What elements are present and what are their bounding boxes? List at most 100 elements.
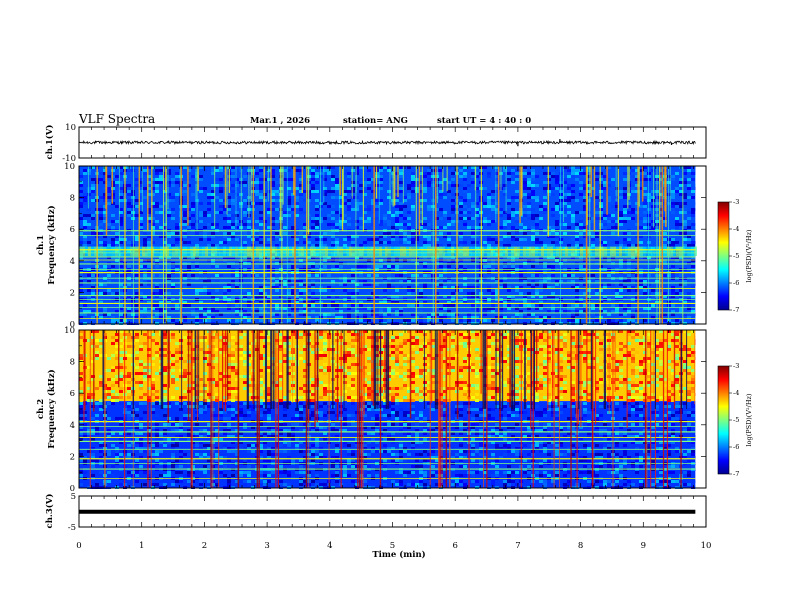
spec-cell [619, 280, 623, 283]
spec-cell [543, 286, 547, 289]
spec-cell [439, 196, 443, 199]
spec-cell [319, 172, 323, 175]
spec-cell [663, 223, 667, 226]
spec-cell [79, 190, 83, 193]
spec-cell [199, 402, 203, 405]
spec-cell [327, 223, 331, 226]
spec-cell [87, 453, 91, 456]
spec-cell [151, 363, 155, 366]
spec-cell [471, 265, 475, 268]
spec-cell [639, 175, 643, 178]
spec-cell [319, 208, 323, 211]
spec-cell [527, 283, 531, 286]
spec-cell [667, 244, 671, 247]
spec-cell [647, 196, 651, 199]
spec-cell [535, 286, 539, 289]
spec-cell [607, 166, 611, 169]
spec-cell [79, 316, 83, 319]
spec-cell [535, 304, 539, 307]
spec-cell [547, 280, 551, 283]
spec-cell [507, 307, 511, 310]
spec-cell [127, 336, 131, 339]
spec-cell [451, 256, 455, 259]
spec-cell [315, 220, 319, 223]
spec-cell [483, 307, 487, 310]
spec-cell [79, 214, 83, 217]
spec-cell [623, 307, 627, 310]
spec-cell [447, 310, 451, 313]
spec-strong-band [316, 246, 319, 257]
spec-cell [527, 211, 531, 214]
spec-cell [79, 411, 83, 414]
spec-cell [635, 205, 639, 208]
spec-cell [315, 190, 319, 193]
spec-cell [475, 196, 479, 199]
spec-cell [471, 226, 475, 229]
spec-cell [379, 301, 383, 304]
spec-cell [231, 307, 235, 310]
spec-cell [483, 256, 487, 259]
spec-cell [599, 202, 603, 205]
spec-cell [107, 175, 111, 178]
spec-cell [319, 244, 323, 247]
spec-cell [127, 396, 131, 399]
spec-cell [663, 319, 667, 322]
spec-cell [295, 241, 299, 244]
spec-strong-band [355, 246, 358, 257]
spec-cell [399, 202, 403, 205]
spec-cell [235, 220, 239, 223]
spec-cell [615, 292, 619, 295]
spec-cell [671, 193, 675, 196]
spec-cell [411, 172, 415, 175]
spec-cell [155, 265, 159, 268]
spec-cell [511, 172, 515, 175]
spec-cell [587, 295, 591, 298]
spec-cell [423, 256, 427, 259]
spec-cell [163, 483, 167, 486]
spec-cell [135, 214, 139, 217]
spec-cell [319, 289, 323, 292]
spec-cell [139, 360, 143, 363]
spec-cell [363, 220, 367, 223]
spec-cell [79, 205, 83, 208]
spec-cell [531, 235, 535, 238]
spec-cell [331, 259, 335, 262]
spec-cell [151, 414, 155, 417]
spec-cell [567, 319, 571, 322]
spec-cell [319, 316, 323, 319]
spec-cell [263, 295, 267, 298]
spec-cell [415, 241, 419, 244]
spec-cell [107, 357, 111, 360]
spec-strong-band [301, 246, 304, 257]
spec-cell [175, 265, 179, 268]
spec-cell [399, 286, 403, 289]
spec-cell [155, 351, 159, 354]
spec-cell [171, 244, 175, 247]
spec-cell [299, 208, 303, 211]
spec-cell [691, 190, 695, 193]
spec-cell [127, 184, 131, 187]
spec-cell [663, 295, 667, 298]
spec-cell [395, 310, 399, 313]
spec-cell [671, 295, 675, 298]
spec-cell [295, 238, 299, 241]
spec-cell [567, 199, 571, 202]
spec-strong-band [103, 246, 106, 257]
spec-cell [547, 244, 551, 247]
spec-cell [671, 241, 675, 244]
spec-cell [291, 307, 295, 310]
spec-cell [115, 345, 119, 348]
spec-strong-band [523, 246, 526, 257]
spec-cell [583, 307, 587, 310]
spec-cell [535, 274, 539, 277]
spec-cell [199, 393, 203, 396]
spec-cell [567, 310, 571, 313]
spec-cell [423, 175, 427, 178]
spec-cell [255, 316, 259, 319]
spec-cell [119, 214, 123, 217]
spec-cell [671, 304, 675, 307]
spec-cell [111, 342, 115, 345]
spec-cell [679, 289, 683, 292]
spec-cell [523, 310, 527, 313]
spec-cell [559, 259, 563, 262]
